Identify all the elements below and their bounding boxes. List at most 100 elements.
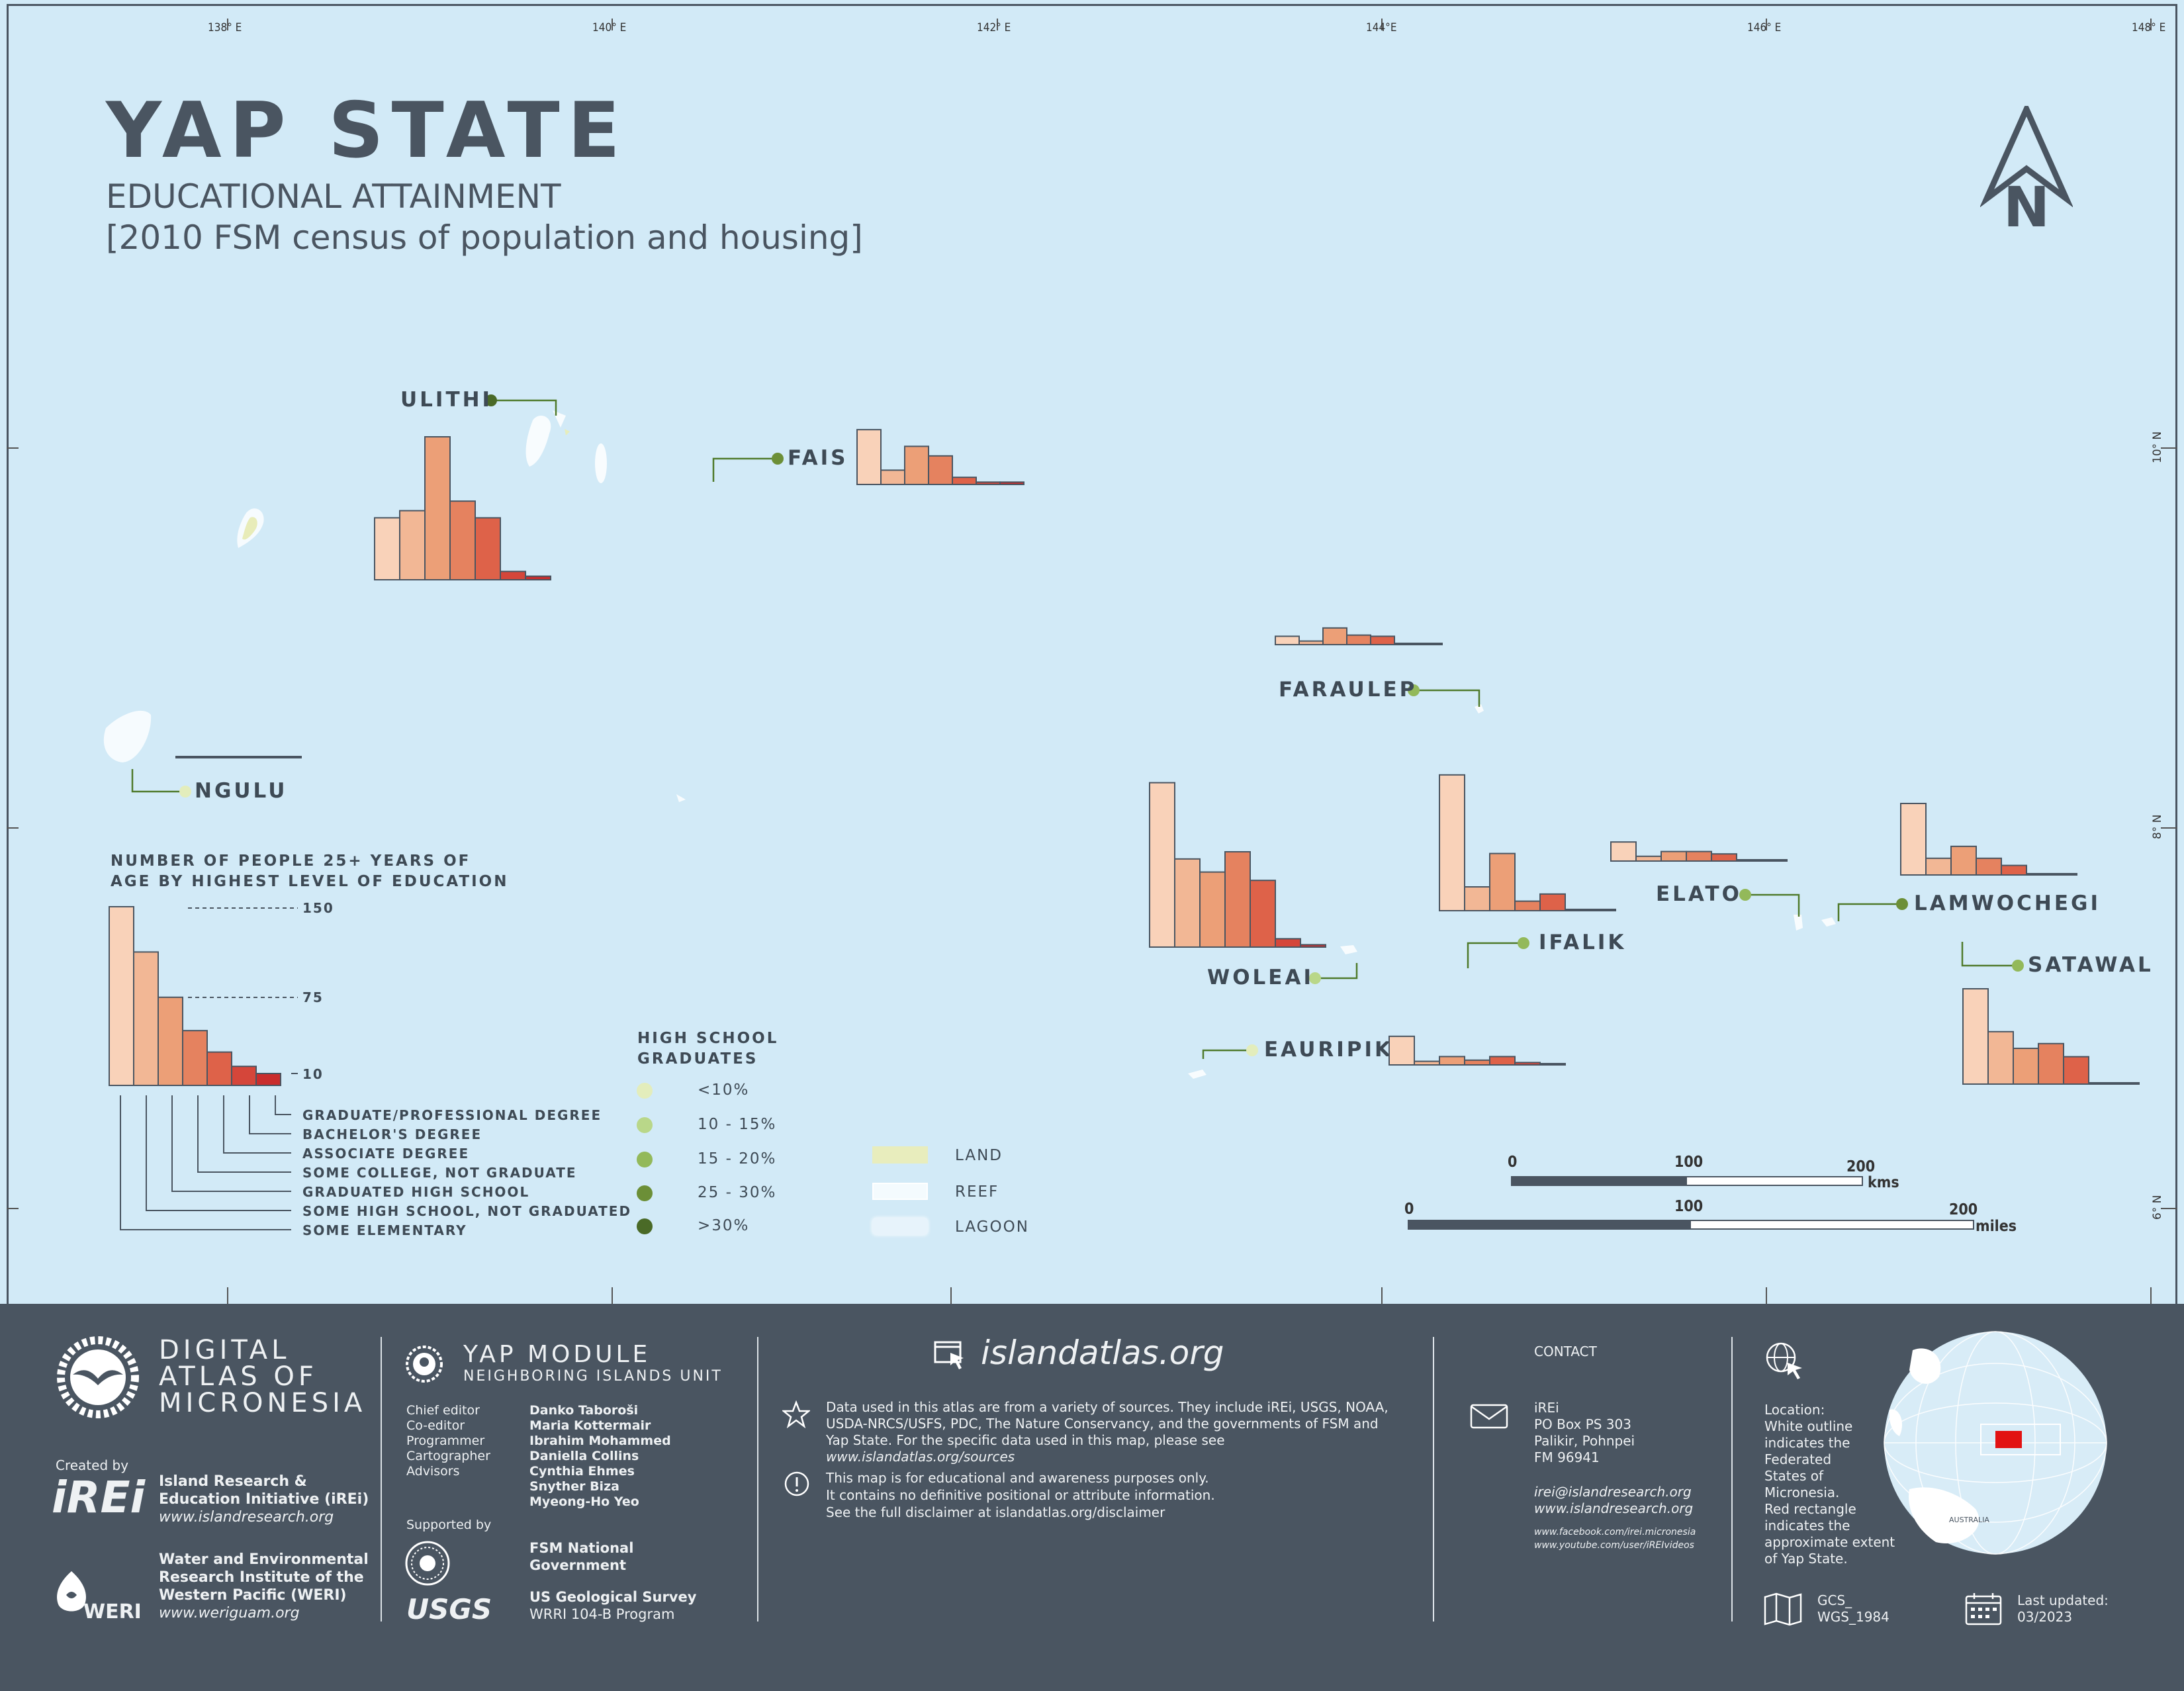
contact-email[interactable]: irei@islandresearch.org <box>1534 1484 1692 1500</box>
hs-class-dot <box>637 1152 653 1167</box>
legend-tick-150: 150 <box>302 900 334 916</box>
contact-address: iREi PO Box PS 303 Palikir, Pohnpei FM 9… <box>1534 1400 1635 1466</box>
legend-label-bachelor: BACHELOR'S DEGREE <box>302 1126 482 1142</box>
data-note: Data used in this atlas are from a varie… <box>826 1399 1388 1465</box>
reef-label: REEF <box>955 1183 999 1201</box>
fsm-gov: FSM National Government <box>529 1539 633 1574</box>
disclaimer-line: This map is for educational and awarenes… <box>826 1470 1209 1486</box>
bar-satawal-1 <box>1987 1030 2014 1085</box>
lon-tick <box>1766 19 1767 30</box>
island-label-satawal: SATAWAL <box>2028 953 2154 977</box>
credit-role: Programmer <box>406 1434 485 1448</box>
lon-label: 146° E <box>1747 21 1782 34</box>
legend-label-graduated-hs: GRADUATED HIGH SCHOOL <box>302 1184 530 1200</box>
data-note-line: Yap State. For the specific data used in… <box>826 1432 1225 1448</box>
hs-class-dot <box>637 1185 653 1201</box>
location-line: Federated <box>1764 1451 1832 1467</box>
bar-ulithi-3 <box>449 500 476 581</box>
atlas-logo-icon <box>57 1336 139 1418</box>
bar-fais-2 <box>904 445 929 486</box>
lon-label: 148° E <box>2132 21 2166 34</box>
bar-woleai-4 <box>1250 880 1276 948</box>
lon-tick <box>227 1287 228 1304</box>
lat-tick <box>7 827 19 829</box>
location-note: Location: White outline indicates the Fe… <box>1764 1402 1895 1567</box>
legend-label-associate: ASSOCIATE DEGREE <box>302 1146 470 1162</box>
location-line: approximate extent <box>1764 1534 1895 1550</box>
weri-logo-icon <box>57 1571 86 1612</box>
irei-url[interactable]: www.islandresearch.org <box>159 1509 334 1526</box>
legend-bar-chart <box>109 906 298 1230</box>
contact-line: iREi <box>1534 1400 1559 1416</box>
north-arrow-icon: N <box>1980 106 2073 232</box>
land-swatch <box>872 1146 928 1164</box>
page-title: YAP STATE <box>106 86 628 175</box>
location-line: indicates the <box>1764 1518 1850 1533</box>
legend-label-graduate: GRADUATE/PROFESSIONAL DEGREE <box>302 1107 602 1123</box>
star-icon <box>782 1400 810 1428</box>
lat-tick <box>7 447 19 449</box>
legend-bar-1 <box>133 951 159 1087</box>
scale-mi-unit: miles <box>1976 1218 2017 1235</box>
island-label-lamwochegi: LAMWOCHEGI <box>1914 891 2101 915</box>
bar-woleai-6 <box>1300 944 1326 948</box>
credit-name: Maria Kottermair <box>529 1418 651 1433</box>
credit-names: Danko Taboroši Maria Kottermair Ibrahim … <box>529 1403 671 1510</box>
hs-legend-heading-line1: HIGH SCHOOL <box>637 1030 779 1047</box>
info-icon <box>784 1471 809 1496</box>
hs-class-label: 15 - 20% <box>698 1150 777 1167</box>
location-line: indicates the <box>1764 1435 1850 1451</box>
lon-tick <box>612 19 613 30</box>
site-link[interactable]: islandatlas.org <box>981 1334 1224 1372</box>
credit-name: Cynthia Ehmes <box>529 1464 635 1479</box>
contact-youtube[interactable]: www.youtube.com/user/iREIvideos <box>1534 1540 1694 1551</box>
map-frame <box>7 4 2177 1304</box>
bars-legend-heading-line1: NUMBER OF PEOPLE 25+ YEARS OF <box>111 852 471 870</box>
projection-line2: WGS_1984 <box>1817 1609 1889 1625</box>
legend-bar-6 <box>255 1073 281 1086</box>
reef-swatch <box>872 1183 928 1200</box>
weri-url[interactable]: www.weriguam.org <box>159 1605 300 1622</box>
bar-fais-6 <box>999 481 1024 486</box>
bar-woleai-5 <box>1275 938 1301 948</box>
brand-line3: MICRONESIA <box>159 1388 367 1418</box>
lon-tick <box>997 19 998 30</box>
legend-label-some-hs: SOME HIGH SCHOOL, NOT GRADUATED <box>302 1203 632 1219</box>
lon-label: 140° E <box>592 21 627 34</box>
lat-tick <box>2161 447 2177 449</box>
contact-facebook[interactable]: www.facebook.com/irei.micronesia <box>1534 1527 1696 1537</box>
bar-woleai-0 <box>1149 782 1175 948</box>
bar-lamwochegi-6 <box>2051 873 2077 876</box>
footer-divider <box>381 1337 382 1622</box>
supported-by-label: Supported by <box>406 1518 492 1532</box>
weri-logo: WERI <box>83 1600 142 1623</box>
lon-label: 144°E <box>1366 21 1397 34</box>
legend-tick-10: 10 <box>302 1066 324 1082</box>
contact-links: irei@islandresearch.org www.islandresear… <box>1534 1484 1693 1517</box>
data-note-line: USDA-NRCS/USFS, PDC, The Nature Conserva… <box>826 1416 1379 1432</box>
bar-lamwochegi-1 <box>1925 857 1952 876</box>
legend-bar-5 <box>231 1066 257 1086</box>
weri-name1: Water and Environmental <box>159 1551 369 1568</box>
location-line: of Yap State. <box>1764 1551 1848 1567</box>
lon-tick <box>2150 1287 2152 1304</box>
data-note-link[interactable]: www.islandatlas.org/sources <box>826 1449 1015 1465</box>
bar-ifalik-1 <box>1464 886 1490 911</box>
bar-satawal-0 <box>1962 988 1989 1085</box>
credit-role: Cartographer <box>406 1449 490 1463</box>
credit-role: Co-editor <box>406 1418 465 1433</box>
bars-legend-heading-line2: AGE BY HIGHEST LEVEL OF EDUCATION <box>111 873 509 890</box>
bar-ulithi-0 <box>374 517 400 581</box>
map-source-subtitle: [2010 FSM census of population and housi… <box>106 218 863 257</box>
legend-label-some-elementary: SOME ELEMENTARY <box>302 1222 467 1238</box>
hs-legend-heading-line2: GRADUATES <box>637 1050 758 1068</box>
contact-web[interactable]: www.islandresearch.org <box>1534 1500 1694 1516</box>
island-label-eauripik: EAURIPIK <box>1264 1038 1394 1062</box>
lagoon-label: LAGOON <box>955 1218 1029 1236</box>
fsm-name2: Government <box>529 1557 627 1573</box>
footer: DIGITAL ATLAS OF MICRONESIA Created by i… <box>0 1304 2184 1691</box>
contact-line: FM 96941 <box>1534 1449 1600 1465</box>
globe-pointer-icon <box>1766 1342 1802 1379</box>
bar-satawal-6 <box>2113 1082 2140 1085</box>
legend-label-some-college: SOME COLLEGE, NOT GRADUATE <box>302 1165 577 1181</box>
